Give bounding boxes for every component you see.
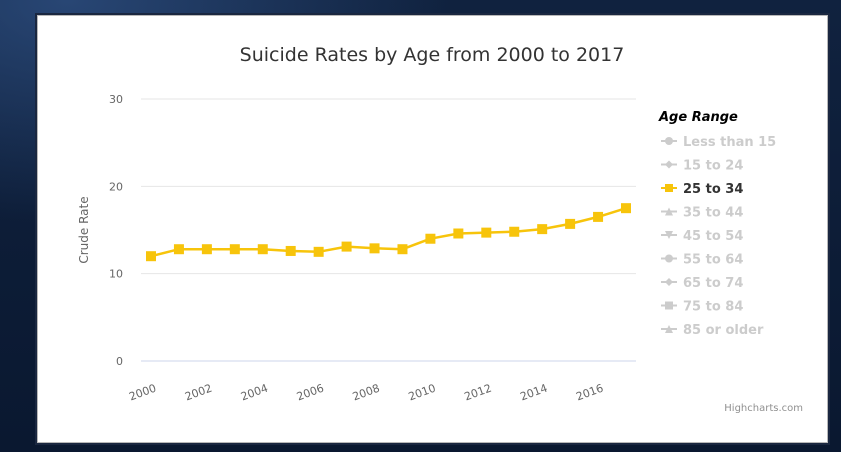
data-point[interactable] bbox=[201, 244, 212, 255]
y-tick-label: 10 bbox=[109, 268, 123, 281]
x-tick-label: 2000 bbox=[127, 382, 158, 404]
legend-marker-icon bbox=[665, 207, 673, 216]
data-point[interactable] bbox=[593, 211, 604, 222]
y-tick-label: 0 bbox=[116, 355, 123, 368]
line-chart: Suicide Rates by Age from 2000 to 2017 0 1… bbox=[77, 44, 776, 404]
data-point[interactable] bbox=[509, 226, 520, 237]
x-tick-label: 2010 bbox=[407, 382, 438, 404]
data-point[interactable] bbox=[425, 233, 436, 244]
data-point[interactable] bbox=[369, 243, 380, 254]
data-point[interactable] bbox=[481, 227, 492, 238]
legend-item-55-to-64[interactable]: 55 to 64 bbox=[683, 253, 743, 268]
data-point[interactable] bbox=[146, 251, 156, 262]
legend-marker-icon bbox=[665, 278, 673, 286]
data-point[interactable] bbox=[257, 244, 268, 255]
x-tick-label: 2012 bbox=[463, 382, 494, 404]
legend-marker-icon bbox=[665, 325, 673, 333]
legend-title: Age Range bbox=[658, 110, 738, 125]
legend-item-less-than-15[interactable]: Less than 15 bbox=[683, 135, 776, 150]
data-point[interactable] bbox=[341, 241, 352, 252]
chart-container: Suicide Rates by Age from 2000 to 2017 0 1… bbox=[37, 15, 828, 443]
x-tick-label: 2014 bbox=[518, 382, 549, 404]
data-point[interactable] bbox=[453, 228, 464, 239]
data-point[interactable] bbox=[173, 244, 184, 255]
chart-title: Suicide Rates by Age from 2000 to 2017 bbox=[240, 44, 625, 66]
legend-item-75-to-84[interactable]: 75 to 84 bbox=[683, 300, 743, 315]
legend-marker-icon bbox=[665, 137, 673, 145]
legend-marker-icon bbox=[665, 301, 673, 310]
x-tick-label: 2006 bbox=[295, 382, 326, 404]
legend-item-15-to-24[interactable]: 15 to 24 bbox=[683, 159, 743, 174]
data-point[interactable] bbox=[229, 244, 240, 255]
data-point[interactable] bbox=[313, 246, 324, 257]
legend-item-25-to-34[interactable]: 25 to 34 bbox=[683, 182, 743, 197]
data-point[interactable] bbox=[397, 244, 408, 255]
legend-marker-icon bbox=[665, 184, 673, 192]
legend-marker-icon bbox=[665, 160, 673, 169]
data-point[interactable] bbox=[565, 218, 576, 229]
legend-marker-icon bbox=[665, 254, 673, 263]
series-line bbox=[150, 207, 627, 258]
x-tick-label: 2002 bbox=[183, 382, 214, 404]
data-point[interactable] bbox=[537, 224, 548, 235]
legend-item-35-to-44[interactable]: 35 to 44 bbox=[683, 206, 743, 221]
legend-marker-icon bbox=[665, 231, 673, 239]
data-point[interactable] bbox=[285, 245, 296, 256]
y-tick-label: 20 bbox=[109, 180, 123, 193]
x-tick-label: 2004 bbox=[239, 382, 270, 404]
y-axis-title: Crude Rate bbox=[77, 196, 91, 263]
x-tick-label: 2016 bbox=[574, 382, 605, 404]
legend-item-45-to-54[interactable]: 45 to 54 bbox=[683, 229, 743, 244]
legend-item-85-or-older[interactable]: 85 or older bbox=[683, 323, 764, 338]
x-tick-label: 2008 bbox=[351, 382, 382, 404]
legend-item-65-to-74[interactable]: 65 to 74 bbox=[683, 276, 743, 291]
data-point[interactable] bbox=[621, 203, 631, 214]
highcharts-credits[interactable]: Highcharts.com bbox=[724, 403, 803, 414]
y-tick-label: 30 bbox=[109, 93, 123, 106]
